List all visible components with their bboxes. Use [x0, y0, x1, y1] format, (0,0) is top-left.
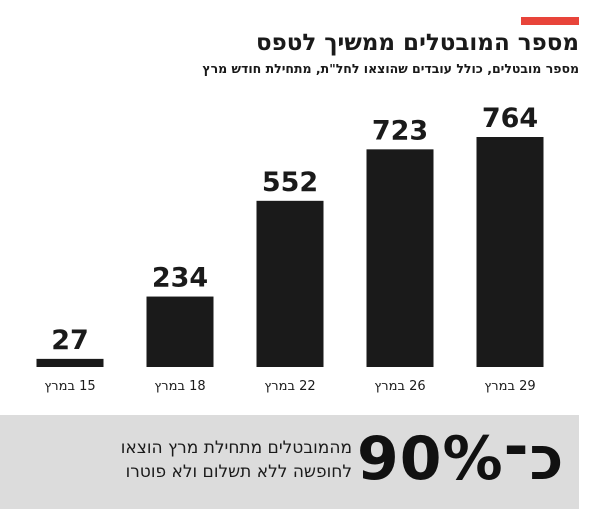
bar-3	[146, 296, 214, 367]
footer-line-1: מהמובטלים מתחילת מרץ הוצאו	[120, 438, 352, 458]
category-label-4: 15 במרץ	[44, 379, 95, 394]
bar-value-label-4: 27	[51, 325, 89, 356]
category-label-3: 18 במרץ	[154, 379, 205, 394]
footer-panel	[0, 415, 579, 509]
bar-value-label-2: 552	[262, 167, 318, 198]
bar-2	[256, 200, 324, 367]
bar-chart: 764 29 במרץ 723 26 במרץ 552 22 במרץ 234 18 במרץ…	[36, 103, 544, 394]
bar-0	[476, 137, 544, 367]
chart-subtitle: מספר מובטלים, כולל עובדים שהוצאו לחל"ת, …	[202, 61, 579, 76]
bar-1	[366, 149, 434, 367]
bar-4	[36, 358, 104, 367]
footer-text: מהמובטלים מתחילת מרץ הוצאו לחופשה ללא תש…	[121, 436, 352, 484]
chart-title: מספר המובטלים ממשיך לטפס	[255, 30, 579, 56]
big-stat: כ־90%	[357, 424, 565, 494]
category-label-0: 29 במרץ	[484, 379, 535, 394]
category-label-2: 22 במרץ	[264, 379, 315, 394]
bar-value-label-0: 764	[482, 103, 538, 134]
bar-value-label-3: 234	[152, 263, 208, 294]
accent-bar	[521, 17, 579, 25]
footer-line-2: לחופשה ללא תשלום ולא פוטרו	[125, 462, 352, 482]
category-label-1: 26 במרץ	[374, 379, 425, 394]
bar-value-label-1: 723	[372, 115, 428, 146]
